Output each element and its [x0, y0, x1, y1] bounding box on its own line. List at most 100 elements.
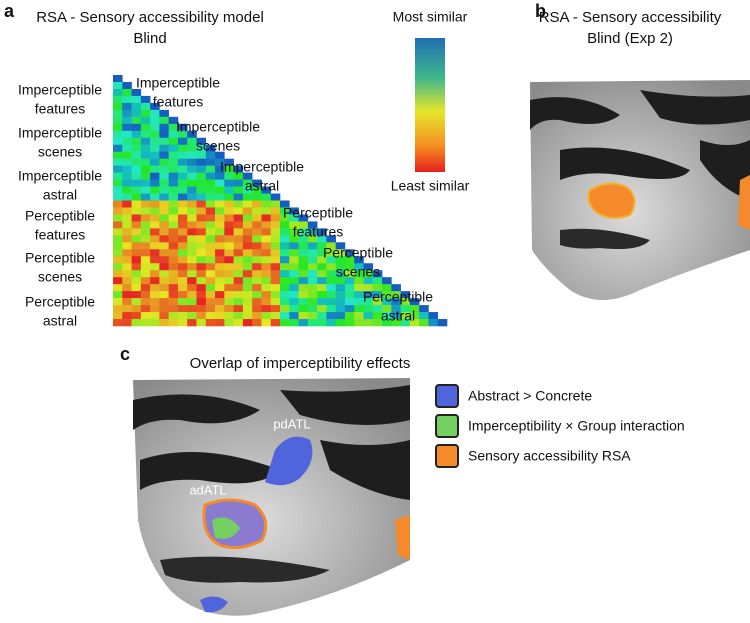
matrix-cell [261, 193, 272, 201]
matrix-cell [317, 284, 327, 292]
matrix-cell [187, 137, 197, 146]
matrix-cell [187, 242, 197, 250]
matrix-cell [363, 284, 374, 292]
matrix-cell [131, 235, 142, 243]
matrix-cell [113, 305, 123, 313]
matrix-cell [298, 284, 309, 292]
matrix-cell [113, 263, 123, 271]
matrix-cell [187, 193, 197, 201]
matrix-cell [150, 207, 160, 215]
matrix-cell [131, 207, 142, 215]
matrix-cell [363, 291, 374, 299]
matrix-cell [140, 284, 151, 292]
matrix-cell [372, 270, 383, 278]
matrix-cell [131, 249, 142, 257]
matrix-cell [177, 263, 188, 271]
matrix-cell [177, 249, 188, 257]
matrix-cell [159, 207, 169, 215]
panel-subtitle: Blind [133, 30, 166, 47]
matrix-cell [280, 284, 290, 292]
matrix-cell [131, 151, 142, 159]
matrix-cell [224, 172, 234, 180]
matrix-cell [140, 312, 151, 320]
matrix-cell [261, 256, 272, 264]
matrix-cell [159, 291, 169, 299]
brain-image [530, 80, 750, 300]
matrix-cell [354, 263, 364, 271]
matrix-cell [168, 263, 179, 271]
matrix-cell [270, 242, 281, 250]
matrix-cell [113, 151, 123, 159]
matrix-cell [159, 116, 169, 125]
matrix-cell [168, 284, 179, 292]
matrix-cell [159, 298, 169, 306]
matrix-cell [280, 277, 290, 285]
matrix-cell [317, 235, 327, 243]
matrix-cell [335, 263, 346, 271]
matrix-cell [131, 193, 142, 201]
matrix-cell [150, 312, 160, 320]
similarity-matrix [113, 75, 448, 327]
matrix-cell [391, 319, 401, 327]
matrix-cell [140, 165, 151, 173]
matrix-cell [168, 319, 179, 327]
matrix-cell [270, 291, 281, 299]
matrix-cell [233, 305, 244, 313]
matrix-cell [326, 305, 336, 313]
matrix-cell [261, 319, 272, 327]
matrix-cell [122, 235, 132, 243]
matrix-cell [177, 221, 188, 229]
matrix-cell [215, 277, 225, 285]
matrix-cell [177, 291, 188, 299]
matrix-cell [289, 228, 299, 236]
matrix-cell [280, 291, 290, 299]
matrix-cell [307, 249, 318, 257]
matrix-cell [280, 200, 290, 208]
matrix-cell [159, 228, 169, 236]
matrix-cell [344, 249, 355, 257]
row-label: Perceptible [25, 250, 95, 266]
matrix-cell [261, 298, 272, 306]
matrix-cell [131, 270, 142, 278]
matrix-cell [131, 95, 142, 104]
matrix-cell [187, 291, 197, 299]
matrix-cell [150, 137, 160, 146]
matrix-cell [140, 102, 151, 111]
diagonal-label: features [153, 94, 204, 110]
matrix-cell [382, 312, 392, 320]
matrix-cell [382, 284, 392, 292]
matrix-cell [215, 312, 225, 320]
matrix-cell [289, 291, 299, 299]
colorbar-top: Most similar [393, 9, 468, 25]
matrix-cell [168, 165, 179, 173]
matrix-cell [113, 81, 123, 90]
matrix-cell [215, 151, 225, 159]
matrix-cell [289, 312, 299, 320]
matrix-cell [326, 242, 336, 250]
matrix-cell [215, 249, 225, 257]
matrix-cell [168, 277, 179, 285]
matrix-cell [242, 298, 253, 306]
matrix-cell [233, 172, 244, 180]
matrix-cell [150, 144, 160, 152]
matrix-cell [317, 291, 327, 299]
matrix-cell [196, 256, 207, 264]
matrix-cell [177, 242, 188, 250]
matrix-cell [326, 263, 336, 271]
matrix-cell [419, 312, 429, 320]
matrix-cell [363, 298, 374, 306]
matrix-cell [150, 277, 160, 285]
matrix-cell [159, 305, 169, 313]
matrix-cell [409, 305, 420, 313]
matrix-cell [289, 270, 299, 278]
matrix-cell [419, 319, 429, 327]
matrix-cell [150, 200, 160, 208]
matrix-cell [150, 270, 160, 278]
matrix-cell [122, 193, 132, 201]
matrix-cell [196, 284, 207, 292]
brain-image [133, 378, 410, 616]
matrix-cell [344, 277, 355, 285]
matrix-cell [187, 263, 197, 271]
matrix-cell [177, 298, 188, 306]
matrix-cell [224, 221, 234, 229]
